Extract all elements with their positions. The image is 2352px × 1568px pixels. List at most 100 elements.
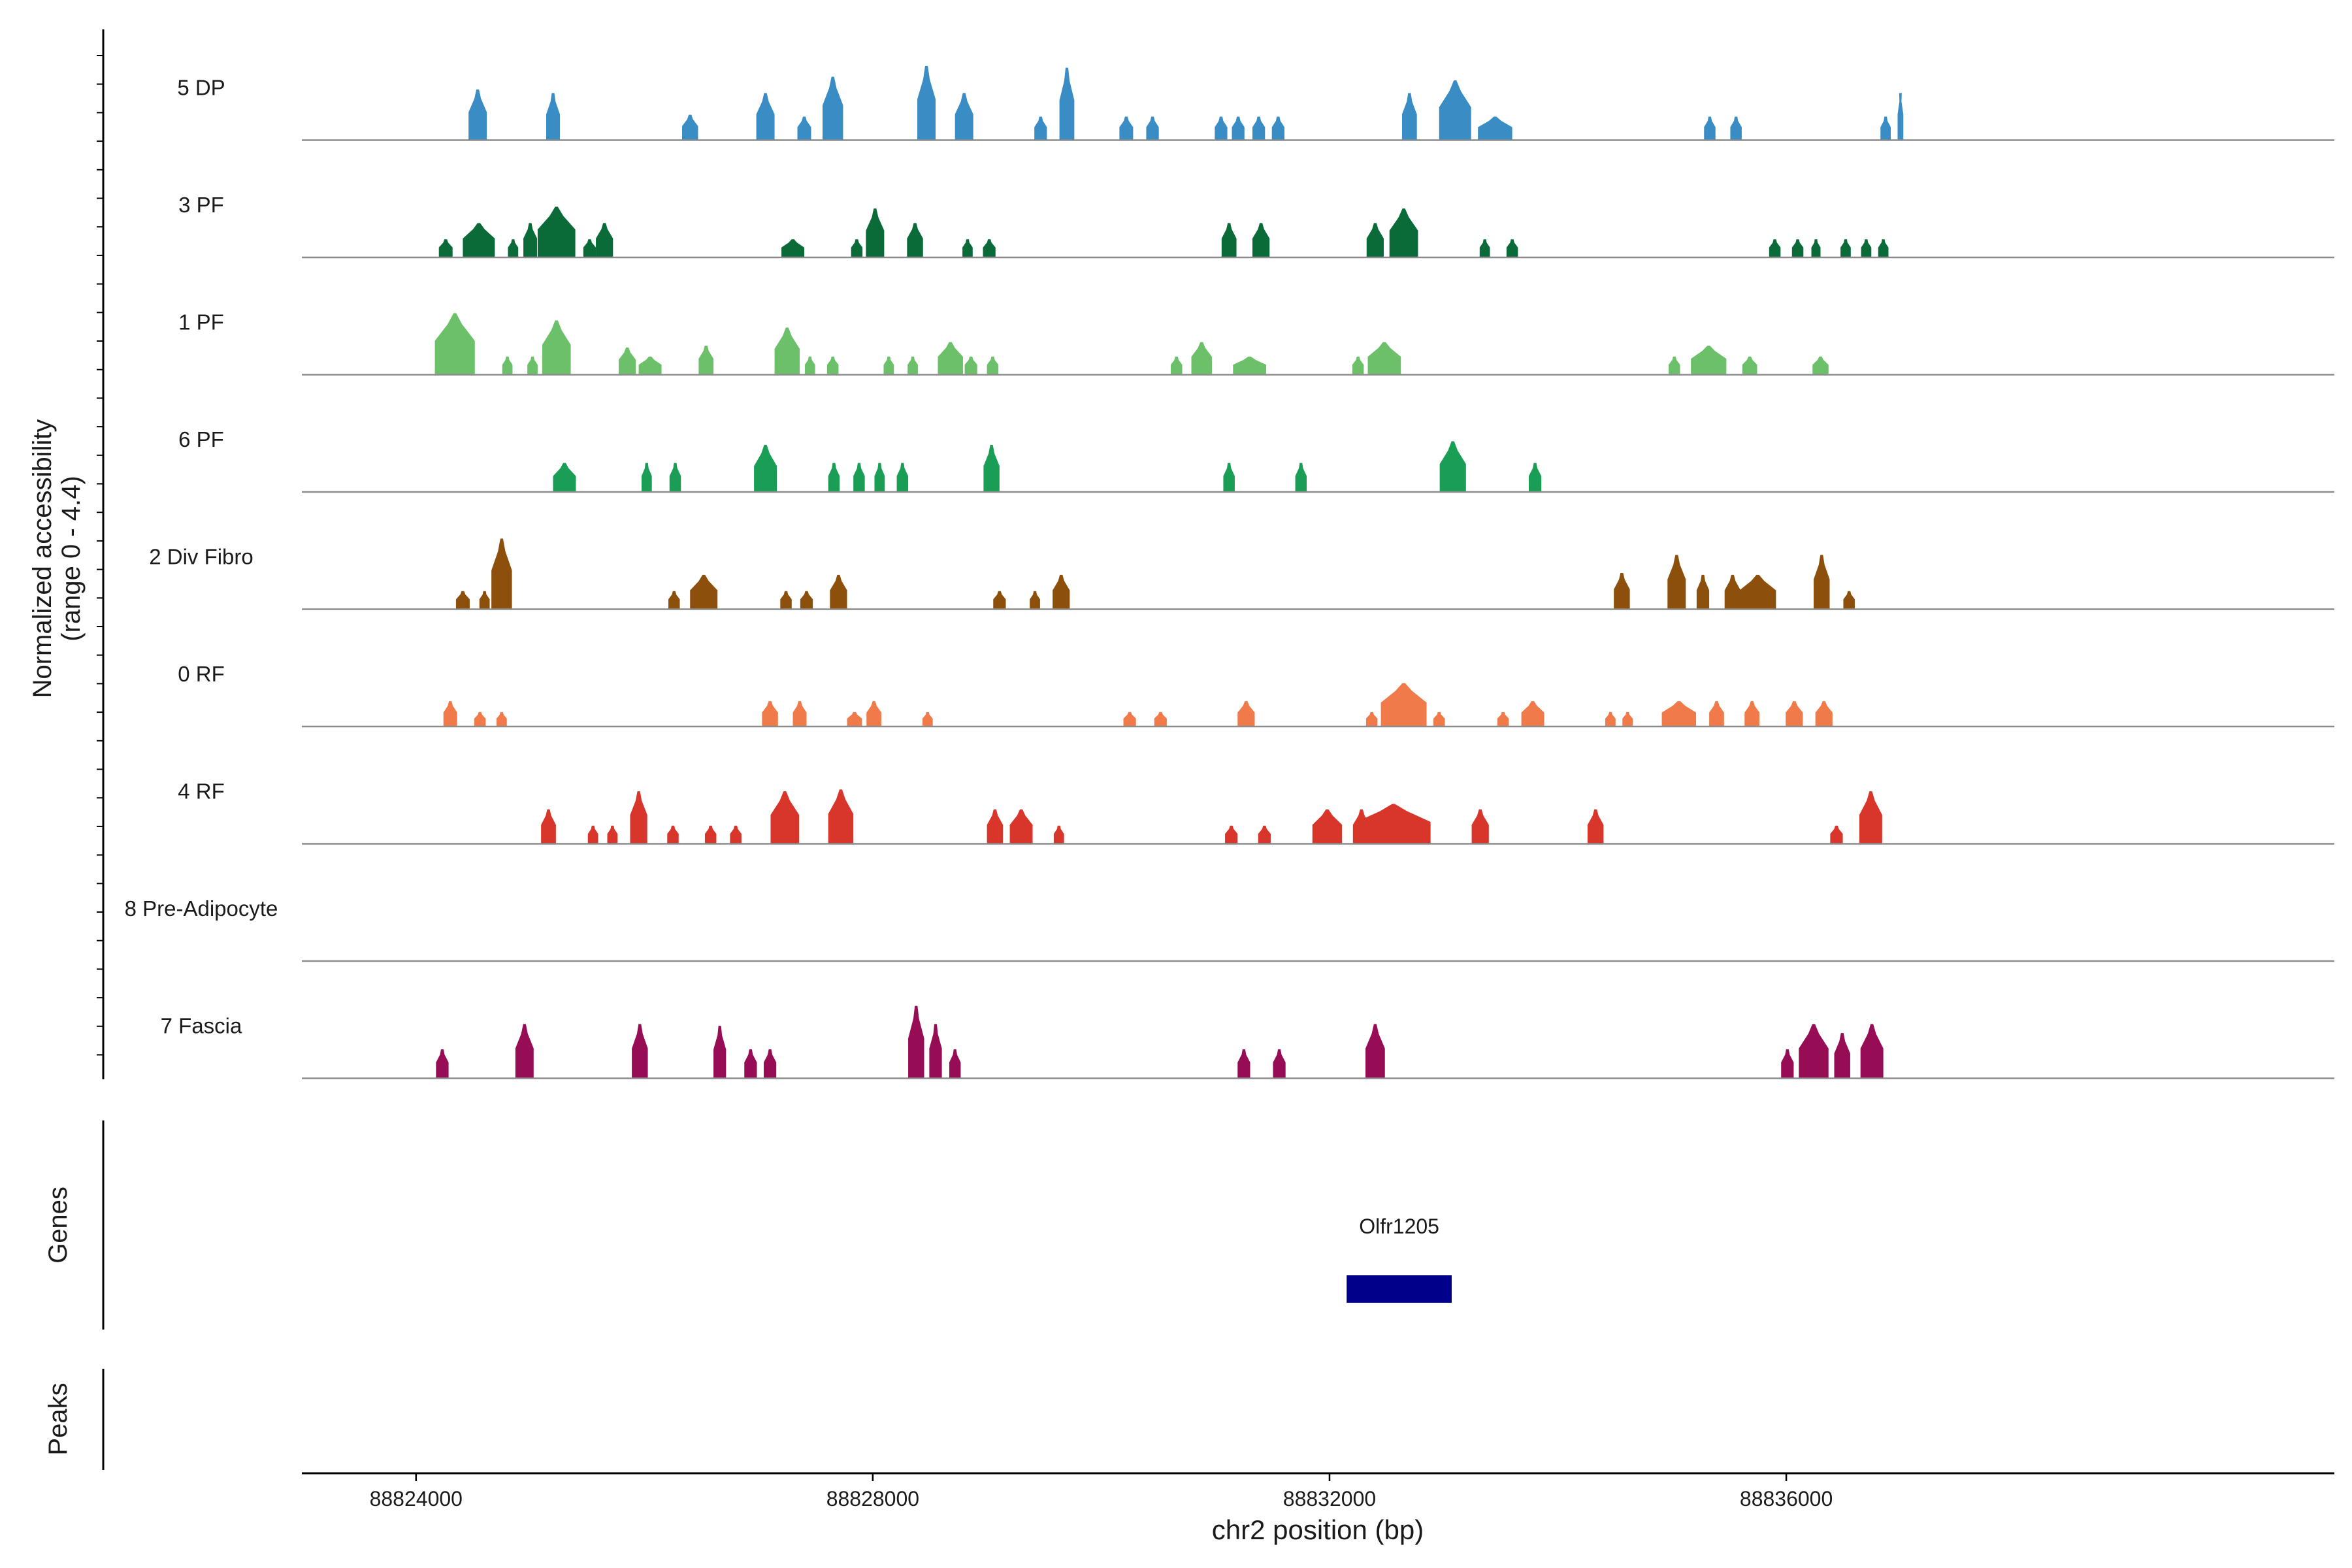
coverage-peak bbox=[1380, 683, 1427, 727]
coverage-peak bbox=[1812, 356, 1829, 375]
coverage-peak bbox=[491, 538, 512, 610]
coverage-peak bbox=[1053, 825, 1064, 844]
coverage-peak bbox=[682, 114, 698, 140]
coverage-peak bbox=[828, 789, 854, 844]
coverage-peak bbox=[792, 701, 807, 727]
track-1-pf: 1 PF bbox=[178, 310, 2334, 376]
coverage-peak bbox=[438, 239, 453, 257]
coverage-peak bbox=[1742, 356, 1757, 375]
coverage-peak bbox=[1389, 208, 1418, 257]
coverage-peak bbox=[553, 463, 576, 492]
track-label: 1 PF bbox=[178, 310, 224, 335]
coverage-peak bbox=[638, 356, 662, 375]
coverage-peak bbox=[546, 93, 560, 140]
coverage-peak bbox=[938, 342, 963, 375]
coverage-peak bbox=[1215, 116, 1228, 140]
coverage-peak bbox=[907, 356, 918, 375]
coverage-peak bbox=[641, 463, 652, 492]
coverage-peak bbox=[744, 1049, 757, 1079]
coverage-peak bbox=[1030, 591, 1040, 610]
coverage-peak bbox=[922, 711, 933, 727]
coverage-peak bbox=[1587, 809, 1604, 844]
coverage-peak bbox=[1814, 555, 1830, 610]
coverage-peak bbox=[874, 463, 885, 492]
coverage-peak bbox=[1225, 825, 1238, 844]
track-5-dp: 5 DP bbox=[177, 65, 2334, 141]
coverage-peak bbox=[515, 1024, 534, 1079]
coverage-peak bbox=[587, 825, 598, 844]
coverage-peak bbox=[1271, 116, 1284, 140]
track-label: 4 RF bbox=[178, 779, 225, 804]
coverage-peak bbox=[632, 1024, 648, 1079]
coverage-peak bbox=[468, 89, 487, 140]
track-label: 2 Div Fibro bbox=[149, 545, 253, 569]
coverage-peak bbox=[883, 356, 894, 375]
x-tick-label: 88832000 bbox=[1283, 1487, 1376, 1511]
coverage-peak bbox=[1295, 463, 1307, 492]
coverage-peak bbox=[1791, 239, 1804, 257]
coverage-peak bbox=[527, 356, 538, 375]
coverage-peak bbox=[1799, 1024, 1829, 1079]
coverage-peak bbox=[1696, 574, 1710, 610]
coverage-peak bbox=[596, 223, 613, 257]
coverage-peak bbox=[822, 76, 843, 140]
coverage-peak bbox=[698, 346, 714, 375]
coverage-peak bbox=[987, 356, 999, 375]
coverage-peak bbox=[1897, 93, 1904, 140]
coverage-peak bbox=[502, 356, 513, 375]
coverage-peak bbox=[866, 208, 885, 257]
coverage-peak bbox=[1146, 116, 1159, 140]
coverage-peak bbox=[1521, 701, 1544, 727]
coverage-peak bbox=[1191, 342, 1212, 375]
track-label: 7 Fascia bbox=[161, 1014, 242, 1038]
coverage-peak bbox=[455, 591, 470, 610]
coverage-peak bbox=[1878, 239, 1889, 257]
coverage-peak bbox=[1356, 804, 1431, 844]
track-label: 6 PF bbox=[178, 427, 224, 451]
track-3-pf: 3 PF bbox=[178, 193, 2334, 259]
coverage-tracks: 5 DP 3 PF 1 PF 6 PF 2 Div Fibro 0 RF 4 RF 8 Pre… bbox=[97, 29, 2334, 1079]
coverage-peak bbox=[754, 444, 777, 492]
coverage-peak bbox=[1614, 573, 1630, 610]
coverage-peak bbox=[541, 809, 556, 844]
coverage-peak bbox=[1154, 711, 1167, 727]
x-tick-label: 88828000 bbox=[826, 1487, 919, 1511]
y-axis-title-line-2: (range 0 - 4.4) bbox=[57, 476, 86, 641]
track-label: 5 DP bbox=[177, 76, 225, 100]
coverage-peak bbox=[908, 1005, 924, 1079]
coverage-peak bbox=[1880, 116, 1891, 140]
coverage-peak bbox=[1471, 809, 1489, 844]
coverage-peak bbox=[496, 711, 507, 727]
coverage-peak bbox=[1704, 116, 1716, 140]
coverage-peak bbox=[1439, 441, 1466, 492]
coverage-peak bbox=[1786, 701, 1803, 727]
coverage-peak bbox=[1433, 711, 1445, 727]
coverage-peak bbox=[1861, 239, 1872, 257]
gene-label: Olfr1205 bbox=[1359, 1215, 1439, 1238]
coverage-peak bbox=[1739, 574, 1776, 610]
coverage-peak bbox=[1123, 711, 1136, 727]
coverage-peak bbox=[762, 701, 778, 727]
coverage-peak bbox=[1859, 791, 1882, 844]
coverage-peak bbox=[955, 93, 973, 140]
coverage-peak bbox=[1312, 809, 1343, 844]
coverage-peak bbox=[1478, 116, 1512, 140]
coverage-peak bbox=[668, 591, 680, 610]
coverage-peak bbox=[713, 1026, 727, 1079]
genes-panel-label: Genes bbox=[44, 1186, 73, 1264]
coverage-peak bbox=[1232, 116, 1245, 140]
coverage-peak bbox=[479, 591, 490, 610]
coverage-peak bbox=[828, 463, 840, 492]
coverage-peak bbox=[1119, 116, 1134, 140]
track-label: 3 PF bbox=[178, 193, 224, 217]
y-axis-title-line-1: Normalized accessibility bbox=[28, 419, 57, 698]
coverage-peak bbox=[993, 591, 1006, 610]
track-0-rf: 0 RF bbox=[178, 662, 2334, 728]
coverage-peak bbox=[443, 701, 457, 727]
coverage-peak bbox=[1840, 239, 1851, 257]
coverage-peak bbox=[1669, 356, 1680, 375]
coverage-peak bbox=[1744, 701, 1760, 727]
coverage-peak bbox=[1366, 223, 1384, 257]
coverage-peak bbox=[669, 463, 681, 492]
coverage-peak bbox=[1860, 1024, 1884, 1079]
